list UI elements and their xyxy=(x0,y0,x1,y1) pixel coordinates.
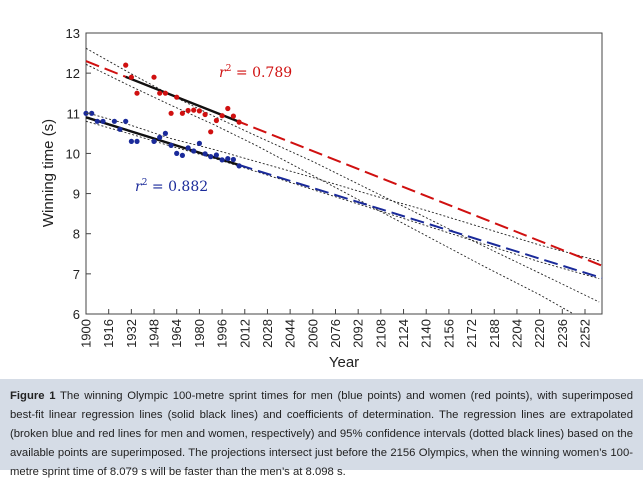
data-point-0-7 xyxy=(174,94,180,100)
y-tick-label-3: 9 xyxy=(73,187,80,202)
ci-curve-0 xyxy=(85,47,600,303)
r2-value-men: = 0.882 xyxy=(147,179,208,195)
x-tick-label-14: 2124 xyxy=(396,319,411,348)
data-point-1-5 xyxy=(117,126,123,132)
data-point-1-9 xyxy=(151,138,157,144)
confidence-interval-layer xyxy=(85,47,600,315)
regression-fit-line-1 xyxy=(85,116,240,167)
x-axis-ticks: 1900 1916 1932 1948 1964 1980 1996 2012 2028 2044… xyxy=(79,309,593,348)
x-tick-label-2: 1932 xyxy=(124,319,139,348)
y-tick-label-5: 11 xyxy=(67,106,81,121)
x-tick-label-13: 2108 xyxy=(373,319,388,348)
data-point-0-2 xyxy=(134,90,140,96)
x-tick-label-7: 2012 xyxy=(237,319,252,348)
y-tick-label-0: 6 xyxy=(73,307,80,322)
ci-curve-3 xyxy=(85,120,600,280)
caption-text: The winning Olympic 100-metre sprint tim… xyxy=(10,390,633,478)
data-point-1-14 xyxy=(179,152,185,158)
data-point-1-17 xyxy=(196,140,202,146)
x-tick-label-10: 2060 xyxy=(305,319,320,348)
data-point-0-4 xyxy=(157,90,163,96)
x-tick-label-4: 1964 xyxy=(169,319,184,348)
x-axis-title: Year xyxy=(329,354,359,371)
r2-exponent-men: 2 xyxy=(142,178,148,188)
x-tick-label-11: 2076 xyxy=(328,319,343,348)
data-point-0-1 xyxy=(128,74,134,80)
x-tick-label-5: 1980 xyxy=(192,319,207,348)
data-point-0-18 xyxy=(236,119,242,125)
r2-symbol-men: r xyxy=(135,179,143,195)
data-point-1-24 xyxy=(236,163,242,169)
data-point-1-13 xyxy=(174,150,180,156)
data-point-0-10 xyxy=(191,107,197,113)
x-tick-label-3: 1948 xyxy=(147,319,162,348)
y-tick-label-4: 10 xyxy=(66,146,80,161)
r2-exponent-women: 2 xyxy=(226,64,232,74)
figure: 1900 1916 1932 1948 1964 1980 1996 2012 2028 2044… xyxy=(0,26,643,478)
data-point-1-1 xyxy=(89,110,95,116)
data-point-0-9 xyxy=(185,107,191,114)
data-point-1-18 xyxy=(202,151,208,157)
data-point-0-15 xyxy=(219,113,225,119)
data-point-1-22 xyxy=(225,156,231,162)
data-point-1-4 xyxy=(111,118,117,124)
x-tick-label-12: 2092 xyxy=(351,319,366,348)
y-axis-ticks: 6 7 8 9 10 11 12 13 xyxy=(66,26,91,322)
data-point-1-10 xyxy=(157,134,163,140)
x-tick-label-18: 2188 xyxy=(487,319,502,348)
y-axis-title: Winning time (s) xyxy=(40,119,57,227)
plot-area xyxy=(85,32,603,315)
ci-curve-2 xyxy=(85,112,600,262)
data-point-0-8 xyxy=(179,110,185,116)
x-tick-label-22: 2252 xyxy=(578,319,593,348)
ci-curve-1 xyxy=(85,63,574,315)
data-point-1-20 xyxy=(213,152,219,158)
x-tick-label-1: 1916 xyxy=(101,319,116,348)
y-tick-label-1: 7 xyxy=(73,267,80,282)
data-point-0-12 xyxy=(202,111,208,118)
r2-value-women: = 0.789 xyxy=(231,65,292,81)
data-point-1-19 xyxy=(208,154,214,160)
data-point-1-6 xyxy=(123,118,129,124)
r2-label-women: r2 = 0.789 xyxy=(219,64,292,81)
figure-caption: Figure 1 The winning Olympic 100-metre s… xyxy=(0,379,643,478)
x-tick-label-20: 2220 xyxy=(532,319,547,348)
x-tick-label-0: 1900 xyxy=(79,319,94,348)
r2-symbol-women: r xyxy=(219,65,227,81)
x-tick-label-6: 1996 xyxy=(215,319,230,348)
data-point-0-11 xyxy=(196,108,202,114)
x-tick-label-17: 2172 xyxy=(464,319,479,348)
x-tick-label-15: 2140 xyxy=(419,319,434,348)
data-point-1-21 xyxy=(219,157,225,163)
data-point-1-7 xyxy=(128,138,134,144)
chart: 1900 1916 1932 1948 1964 1980 1996 2012 2028 2044… xyxy=(40,26,603,371)
data-point-0-6 xyxy=(168,110,174,116)
data-point-0-14 xyxy=(213,117,219,124)
data-point-1-23 xyxy=(230,156,236,163)
data-point-1-15 xyxy=(185,145,191,151)
data-point-1-11 xyxy=(162,130,168,136)
x-tick-label-9: 2044 xyxy=(283,319,298,348)
data-point-0-17 xyxy=(230,113,236,119)
x-tick-label-16: 2156 xyxy=(441,319,456,348)
data-point-0-16 xyxy=(225,105,231,112)
caption-label: Figure 1 xyxy=(10,390,56,402)
x-tick-label-8: 2028 xyxy=(260,319,275,348)
y-tick-label-2: 8 xyxy=(73,227,80,242)
y-tick-label-6: 12 xyxy=(66,66,80,81)
data-point-1-8 xyxy=(134,138,140,144)
data-point-0-0 xyxy=(123,62,129,68)
data-point-0-5 xyxy=(162,90,168,96)
data-point-1-3 xyxy=(100,118,106,124)
data-point-1-12 xyxy=(168,142,174,148)
data-point-1-2 xyxy=(94,118,100,124)
data-point-0-13 xyxy=(208,129,214,135)
y-tick-label-7: 13 xyxy=(66,26,80,41)
r2-label-men: r2 = 0.882 xyxy=(135,178,208,195)
data-point-1-16 xyxy=(191,148,197,154)
x-tick-label-19: 2204 xyxy=(509,319,524,348)
data-point-0-3 xyxy=(151,74,157,80)
x-tick-label-21: 2236 xyxy=(555,319,570,348)
